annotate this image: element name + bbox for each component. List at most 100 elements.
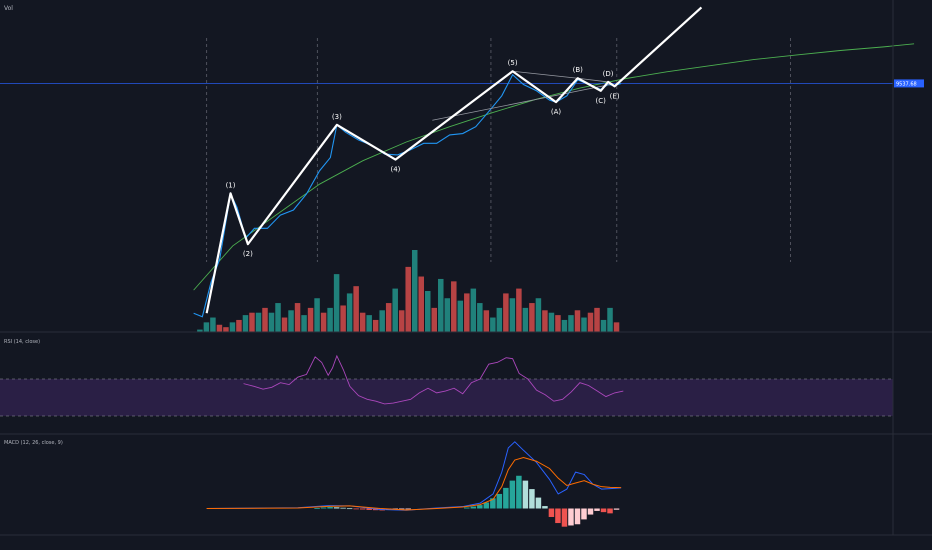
macd-histogram-bar [477, 505, 483, 509]
volume-bar [438, 278, 444, 332]
volume-bar [483, 310, 490, 332]
volume-bar [509, 298, 516, 332]
wave-label: (B) [573, 66, 584, 74]
rsi-line [243, 354, 624, 405]
volume-bar [262, 307, 268, 332]
macd-histogram-bar [607, 508, 613, 514]
volume-bar [281, 317, 288, 332]
macd-histogram-bar [353, 508, 359, 510]
volume-bar [535, 298, 542, 332]
volume-bar [464, 293, 470, 332]
volume-bar [314, 298, 320, 332]
last-price-badge [894, 79, 924, 88]
volume-bar [229, 322, 236, 332]
volume-bar [320, 312, 327, 332]
volume-bar [379, 310, 385, 332]
macd-histogram-bar [542, 506, 548, 509]
grid-layer [206, 38, 791, 262]
rsi-band [0, 379, 893, 416]
macd-histogram-bar [398, 508, 405, 510]
volume-bar [359, 312, 366, 332]
volume-bar [418, 276, 424, 332]
price-panel-title: Vol [4, 5, 13, 12]
macd-histogram-bar [561, 508, 568, 527]
volume-bar [398, 310, 405, 332]
volume-bar [294, 303, 301, 332]
macd-histogram-bar [574, 508, 581, 525]
volume-bar [600, 319, 607, 332]
volume-bar [216, 324, 223, 332]
volume-bar [529, 303, 535, 332]
volume-bar [210, 317, 216, 332]
macd-histogram-bar [470, 506, 477, 509]
rsi-panel [0, 354, 893, 417]
volume-bar [542, 310, 548, 332]
macd-histogram-bar [522, 480, 529, 509]
macd-histogram-bar [555, 508, 561, 524]
macd-panel [206, 441, 622, 527]
volume-bar [444, 298, 451, 332]
volume-bars [197, 250, 620, 332]
volume-bar [405, 266, 411, 332]
volume-bar [451, 281, 457, 332]
trend-curve-line [193, 43, 915, 291]
volume-bar [203, 322, 210, 332]
volume-bar [301, 315, 307, 332]
macd-histogram-bar [568, 508, 574, 526]
last-price-label: 9537.68 [896, 81, 917, 87]
macd-histogram-bar [509, 480, 516, 509]
macd-histogram-bar [405, 508, 411, 510]
macd-histogram-bar [600, 508, 607, 513]
volume-bar [366, 315, 372, 332]
volume-bar [197, 329, 203, 332]
volume-bar [581, 317, 587, 332]
trend-curve [193, 43, 915, 291]
volume-bar [477, 303, 483, 332]
macd-histogram-bar [516, 475, 522, 509]
macd-histogram-bar [587, 508, 594, 515]
volume-bar [568, 315, 574, 332]
volume-bar [255, 312, 262, 332]
macd-histogram-bar [320, 507, 327, 509]
volume-bar [555, 315, 561, 332]
macd-histogram-bar [327, 507, 333, 509]
volume-bar [288, 310, 294, 332]
channel-bottom-line [432, 84, 611, 121]
last-price-level: 9537.68 [0, 79, 924, 88]
wave-label: (A) [551, 108, 562, 116]
volume-bar [613, 322, 620, 332]
volume-bar [503, 293, 509, 332]
volume-bar [587, 312, 594, 332]
macd-panel-title: MACD (12, 26, close, 9) [4, 440, 63, 446]
volume-bar [268, 312, 275, 332]
wave-label: (D) [603, 70, 614, 78]
volume-bar [516, 288, 522, 332]
volume-bar [490, 317, 496, 332]
volume-bar [275, 303, 281, 332]
macd-histogram-bar [464, 507, 470, 509]
volume-bar [392, 288, 398, 332]
volume-bar [242, 315, 249, 332]
volume-bar [548, 312, 555, 332]
volume-bar [372, 319, 379, 332]
macd-histogram-bar [333, 507, 340, 509]
wave-label: (3) [332, 113, 342, 121]
wave-label: (C) [596, 97, 607, 105]
signal-line [206, 457, 622, 511]
volume-bar [333, 274, 340, 332]
macd-line [206, 441, 622, 511]
macd-histogram-bar [503, 487, 509, 509]
volume-bar [425, 291, 431, 332]
volume-bar [561, 319, 568, 332]
macd-histogram-bar [594, 508, 600, 511]
macd-histogram-bar [366, 508, 372, 510]
macd-histogram-bar [359, 508, 366, 510]
wave-path [205, 6, 703, 314]
volume-bar [457, 300, 464, 332]
volume-bar [470, 288, 477, 332]
wave-label: (E) [610, 92, 620, 100]
volume-bar [522, 307, 529, 332]
volume-bar [327, 307, 333, 332]
